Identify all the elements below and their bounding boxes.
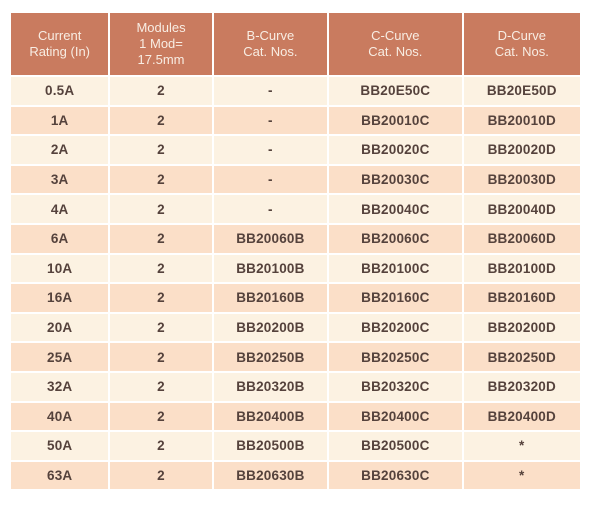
table-cell: BB20630B (213, 461, 328, 490)
table-cell: BB20020D (463, 136, 580, 164)
table-cell: - (213, 136, 328, 164)
table-cell: 1A (11, 106, 109, 135)
mcb-catalog-table: Current Rating (In) Modules 1 Mod= 17.5m… (9, 11, 582, 492)
table-cell: 2 (110, 224, 212, 253)
table-row: 25A 2 BB20250B BB20250C BB20250D (11, 343, 580, 371)
table-cell: 6A (11, 224, 109, 253)
table-cell: 20A (11, 313, 109, 342)
table-cell: BB20100C (329, 254, 462, 283)
table-cell: 4A (11, 195, 109, 223)
table-cell: 2 (110, 77, 212, 105)
table-cell: BB20E50C (329, 77, 462, 105)
table-cell: 2 (110, 313, 212, 342)
table-cell: 63A (11, 461, 109, 490)
table-cell: - (213, 106, 328, 135)
table-row: 40A 2 BB20400B BB20400C BB20400D (11, 402, 580, 431)
table-cell: * (463, 461, 580, 490)
table-cell: 2 (110, 136, 212, 164)
table-cell: 2 (110, 461, 212, 490)
table-cell: 16A (11, 284, 109, 312)
table-body: 0.5A 2- BB20E50C BB20E50D 1A 2- BB20010C BB2001… (11, 77, 580, 490)
table-cell: BB20250B (213, 343, 328, 371)
table-cell: BB20100D (463, 254, 580, 283)
table-cell: BB20630C (329, 461, 462, 490)
header-row: Current Rating (In) Modules 1 Mod= 17.5m… (11, 13, 580, 75)
table-cell: BB20250D (463, 343, 580, 371)
table-cell: BB20320D (463, 372, 580, 401)
table-row: 32A 2 BB20320B BB20320C BB20320D (11, 372, 580, 401)
table-row: 50A 2 BB20500B BB20500C * (11, 432, 580, 460)
table-cell: BB20500B (213, 432, 328, 460)
table-cell: 3A (11, 165, 109, 194)
table-row: 16A 2 BB20160B BB20160C BB20160D (11, 284, 580, 312)
table-cell: BB20160B (213, 284, 328, 312)
table-cell: BB20160C (329, 284, 462, 312)
table-cell: BB20400D (463, 402, 580, 431)
table-cell: 0.5A (11, 77, 109, 105)
table-cell: - (213, 195, 328, 223)
table-cell: 2 (110, 432, 212, 460)
table-row: 2A 2- BB20020C BB20020D (11, 136, 580, 164)
table-cell: BB20500C (329, 432, 462, 460)
table-cell: 2 (110, 254, 212, 283)
table-cell: BB20010D (463, 106, 580, 135)
table-row: 4A 2- BB20040C BB20040D (11, 195, 580, 223)
column-header-c-curve: C-Curve Cat. Nos. (329, 13, 462, 75)
table-cell: * (463, 432, 580, 460)
table-cell: 2 (110, 165, 212, 194)
table-cell: 2 (110, 284, 212, 312)
table-cell: BB20200C (329, 313, 462, 342)
table-cell: 2 (110, 195, 212, 223)
table-cell: BB20060C (329, 224, 462, 253)
table-cell: BB20160D (463, 284, 580, 312)
table-cell: 50A (11, 432, 109, 460)
table-cell: BB20400C (329, 402, 462, 431)
table-cell: 32A (11, 372, 109, 401)
table-row: 3A 2- BB20030C BB20030D (11, 165, 580, 194)
table-cell: 2 (110, 372, 212, 401)
table-cell: BB20040C (329, 195, 462, 223)
table-cell: BB20250C (329, 343, 462, 371)
table-cell: BB20E50D (463, 77, 580, 105)
table-cell: BB20060D (463, 224, 580, 253)
table-cell: BB20010C (329, 106, 462, 135)
table-row: 63A 2 BB20630B BB20630C * (11, 461, 580, 490)
table-cell: BB20040D (463, 195, 580, 223)
column-header-modules: Modules 1 Mod= 17.5mm (110, 13, 212, 75)
table-cell: 40A (11, 402, 109, 431)
table-cell: 2A (11, 136, 109, 164)
table-cell: BB20200B (213, 313, 328, 342)
table-cell: BB20030C (329, 165, 462, 194)
table-header: Current Rating (In) Modules 1 Mod= 17.5m… (11, 13, 580, 75)
table-cell: BB20320B (213, 372, 328, 401)
table-cell: 2 (110, 106, 212, 135)
table-cell: BB20060B (213, 224, 328, 253)
table-row: 6A 2 BB20060B BB20060C BB20060D (11, 224, 580, 253)
table-cell: - (213, 77, 328, 105)
table-row: 1A 2- BB20010C BB20010D (11, 106, 580, 135)
table-cell: BB20200D (463, 313, 580, 342)
table-cell: - (213, 165, 328, 194)
table-cell: BB20320C (329, 372, 462, 401)
table-cell: BB20400B (213, 402, 328, 431)
column-header-b-curve: B-Curve Cat. Nos. (213, 13, 328, 75)
table-row: 10A 2 BB20100B BB20100C BB20100D (11, 254, 580, 283)
table-cell: 25A (11, 343, 109, 371)
column-header-current-rating: Current Rating (In) (11, 13, 109, 75)
column-header-d-curve: D-Curve Cat. Nos. (463, 13, 580, 75)
table-cell: 2 (110, 402, 212, 431)
table-cell: BB20100B (213, 254, 328, 283)
table-row: 20A 2 BB20200B BB20200C BB20200D (11, 313, 580, 342)
table-cell: BB20030D (463, 165, 580, 194)
table-cell: 10A (11, 254, 109, 283)
table-cell: 2 (110, 343, 212, 371)
table-cell: BB20020C (329, 136, 462, 164)
table-row: 0.5A 2- BB20E50C BB20E50D (11, 77, 580, 105)
